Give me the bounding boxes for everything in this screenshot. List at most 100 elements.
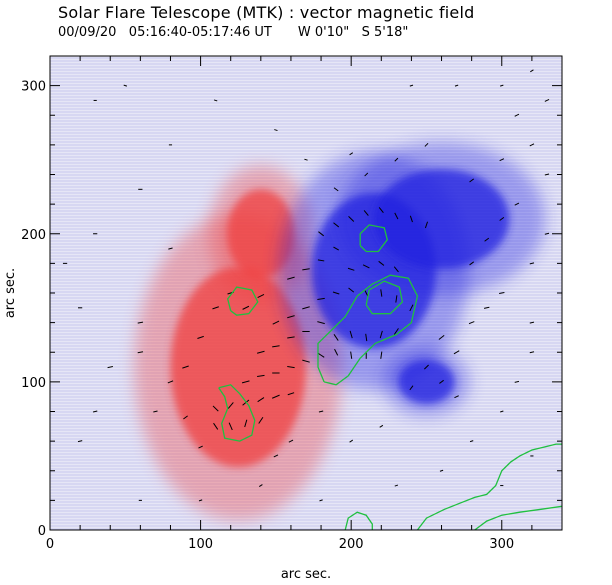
- field-vector: [107, 366, 113, 369]
- field-vector: [168, 247, 173, 250]
- field-vector: [529, 351, 535, 354]
- field-vector: [364, 289, 369, 297]
- y-tick-label: 100: [21, 376, 46, 391]
- field-vector: [529, 321, 535, 324]
- field-vector: [242, 305, 250, 310]
- field-vector: [365, 333, 368, 342]
- field-vector: [348, 287, 355, 293]
- field-vector: [378, 260, 385, 266]
- field-vector: [362, 264, 370, 269]
- field-vector: [394, 484, 399, 487]
- field-vector: [349, 330, 353, 339]
- field-vector: [198, 445, 203, 449]
- field-vector: [334, 348, 339, 356]
- field-vector: [529, 143, 535, 147]
- transverse-field-vectors: [62, 69, 550, 502]
- field-vector: [271, 394, 280, 399]
- field-vector: [213, 99, 218, 102]
- y-tick-label: 300: [21, 80, 46, 95]
- x-tick-label: 300: [489, 537, 514, 552]
- field-vector: [544, 98, 550, 102]
- field-vector: [409, 304, 414, 312]
- field-vector: [409, 215, 413, 223]
- field-vector: [228, 422, 233, 431]
- field-vector: [317, 259, 325, 262]
- y-axis: 0 100 200 300: [21, 55, 562, 539]
- field-vector: [183, 415, 188, 420]
- field-vector: [424, 364, 429, 370]
- field-vector: [287, 392, 295, 396]
- field-vector: [483, 306, 490, 309]
- contour-positive-core-upper: [226, 286, 259, 316]
- observation-position: W 0'10" S 5'18": [297, 25, 409, 40]
- field-vector: [363, 210, 369, 216]
- field-vector: [258, 416, 264, 424]
- field-vector: [302, 359, 310, 363]
- field-vector: [317, 321, 325, 325]
- contour-negative-large: [317, 274, 419, 386]
- field-vector: [272, 345, 280, 348]
- field-vector: [287, 315, 295, 319]
- field-vector: [424, 142, 429, 147]
- field-vector: [409, 84, 414, 87]
- field-vector: [394, 212, 399, 220]
- field-vector: [499, 216, 505, 221]
- field-vector: [137, 321, 144, 324]
- polarity-region-positive-0: [170, 267, 306, 468]
- field-vector: [287, 366, 295, 369]
- field-vector: [544, 232, 550, 235]
- field-vector: [380, 351, 383, 359]
- field-vector: [167, 380, 174, 384]
- field-vector: [529, 262, 535, 265]
- field-contours: [218, 224, 562, 530]
- field-vector: [454, 84, 459, 87]
- field-vector: [409, 385, 414, 391]
- x-tick-label: 200: [339, 537, 364, 552]
- field-vector: [364, 172, 369, 177]
- field-vector: [332, 291, 340, 295]
- field-vector: [424, 221, 428, 229]
- field-vector: [468, 321, 475, 325]
- field-vector: [244, 419, 248, 428]
- field-vector: [257, 397, 265, 403]
- field-vector: [379, 424, 384, 428]
- field-vector: [499, 158, 505, 162]
- field-vector: [499, 291, 505, 295]
- field-vector: [393, 328, 399, 335]
- contour-negative-core-upper: [359, 224, 389, 253]
- field-vector: [393, 266, 399, 273]
- polarity-region-negative-4: [398, 359, 455, 405]
- field-vector: [395, 295, 398, 303]
- field-vector: [274, 129, 278, 132]
- field-vector: [333, 334, 339, 341]
- field-vector: [227, 402, 234, 410]
- field-vector: [317, 352, 325, 358]
- field-vector: [302, 306, 310, 310]
- field-vector: [287, 276, 295, 280]
- contour-bottom-right: [416, 443, 562, 530]
- field-vector: [350, 351, 353, 359]
- field-vector: [198, 499, 203, 502]
- field-vector: [514, 202, 520, 206]
- field-vector: [469, 178, 475, 183]
- field-vector: [257, 293, 265, 298]
- field-vector: [333, 187, 339, 192]
- field-vector: [272, 320, 280, 325]
- observation-time: 05:16:40-05:17:46 UT: [128, 25, 272, 40]
- field-vector: [544, 173, 550, 176]
- y-tick-label: 200: [21, 228, 46, 243]
- field-vector: [484, 237, 490, 242]
- field-vector: [212, 306, 219, 310]
- x-tick-label: 0: [46, 537, 54, 552]
- field-vector: [348, 215, 355, 222]
- field-vector: [500, 84, 504, 87]
- contour-bottom-mid: [344, 511, 373, 530]
- field-vector: [317, 297, 325, 300]
- field-vector: [453, 350, 460, 355]
- polarity-region-negative-3: [373, 168, 510, 269]
- field-vector: [257, 374, 265, 377]
- observation-date: 00/09/20: [58, 25, 117, 40]
- field-vector: [394, 157, 399, 162]
- field-vector: [438, 334, 445, 340]
- chart-subtitle: 00/09/20 05:16:40-05:17:46 UT W 0'10" S 5…: [58, 25, 408, 40]
